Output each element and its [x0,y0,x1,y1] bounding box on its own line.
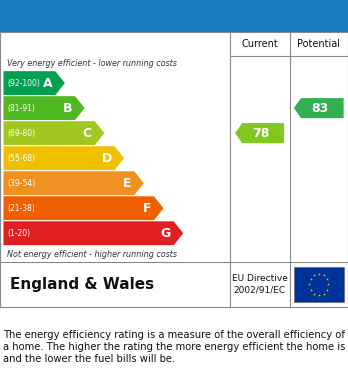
Text: (1-20): (1-20) [8,229,31,238]
Polygon shape [3,96,85,120]
Text: (39-54): (39-54) [8,179,36,188]
Polygon shape [3,71,65,95]
Text: G: G [161,227,171,240]
Text: F: F [143,202,151,215]
Polygon shape [3,146,124,170]
Polygon shape [3,171,144,195]
Text: Very energy efficient - lower running costs: Very energy efficient - lower running co… [7,59,177,68]
Polygon shape [235,123,284,143]
Text: (21-38): (21-38) [8,204,35,213]
Text: 78: 78 [252,127,269,140]
Text: Current: Current [241,39,278,49]
Text: 83: 83 [311,102,329,115]
Text: D: D [102,152,112,165]
Bar [0,0,348,32]
Text: A: A [43,77,53,90]
Text: Not energy efficient - higher running costs: Not energy efficient - higher running co… [7,249,177,259]
Text: Energy Efficiency Rating: Energy Efficiency Rating [69,9,279,23]
Bar [294,267,344,302]
Text: E: E [123,177,132,190]
Text: EU Directive
2002/91/EC: EU Directive 2002/91/EC [232,274,287,295]
Text: The energy efficiency rating is a measure of the overall efficiency of a home. T: The energy efficiency rating is a measur… [3,330,345,364]
Text: B: B [63,102,72,115]
Text: Potential: Potential [297,39,340,49]
Polygon shape [3,221,183,245]
Bar [0,32,348,307]
Polygon shape [3,121,104,145]
Text: (92-100): (92-100) [8,79,40,88]
Polygon shape [294,98,343,118]
Polygon shape [3,196,164,220]
Text: C: C [83,127,92,140]
Text: (69-80): (69-80) [8,129,36,138]
Text: England & Wales: England & Wales [10,277,155,292]
Text: (55-68): (55-68) [8,154,36,163]
Text: (81-91): (81-91) [8,104,35,113]
